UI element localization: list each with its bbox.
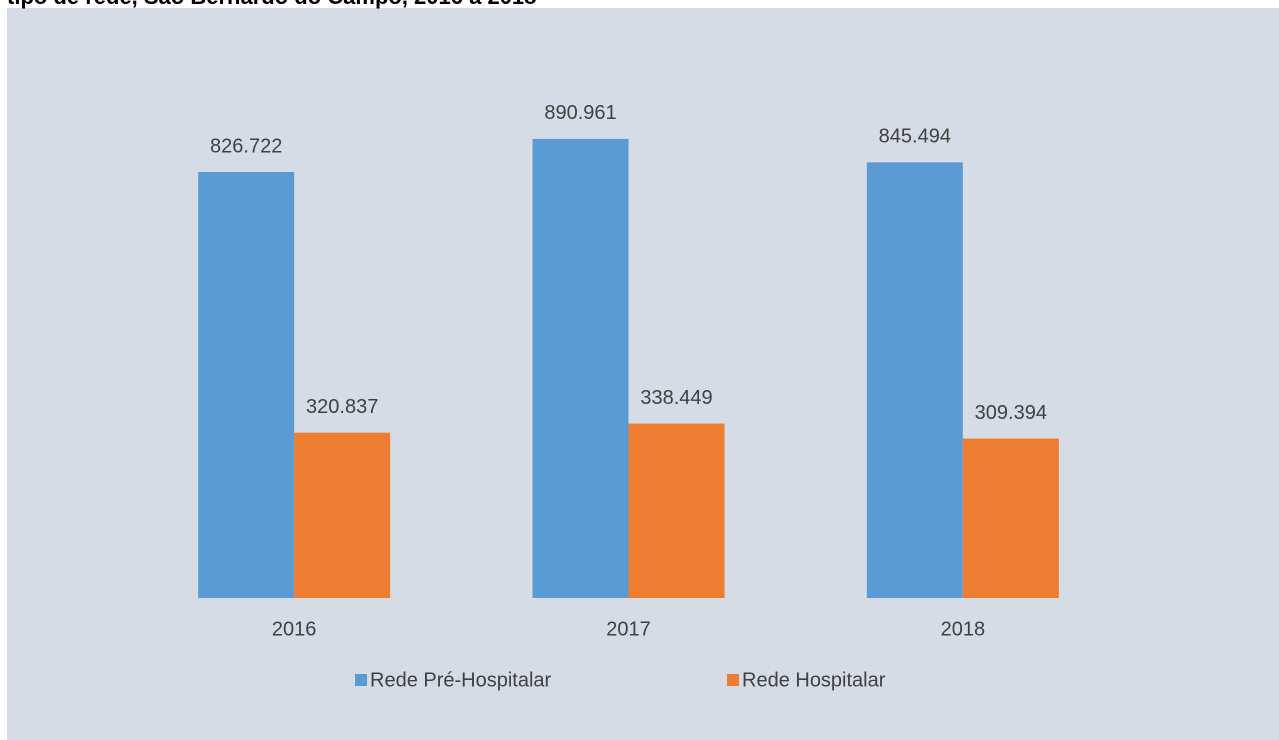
bar	[628, 423, 725, 598]
legend-swatch	[727, 674, 739, 686]
data-label: 309.394	[975, 402, 1047, 424]
legend-label: Rede Hospitalar	[742, 669, 886, 691]
data-label: 845.494	[879, 126, 951, 148]
data-label: 826.722	[210, 135, 282, 157]
data-label: 338.449	[640, 387, 712, 409]
bar	[962, 438, 1059, 598]
legend-label: Rede Pré-Hospitalar	[370, 669, 552, 691]
bar	[866, 162, 963, 598]
bar	[294, 432, 391, 598]
bar	[198, 172, 295, 598]
chart-title: tipo de rede, São Bernardo do Campo, 201…	[7, 0, 536, 9]
legend-swatch	[355, 674, 367, 686]
data-label: 320.837	[306, 396, 378, 418]
bar	[532, 138, 629, 598]
x-tick-label: 2018	[941, 618, 986, 640]
data-label: 890.961	[544, 102, 616, 124]
x-tick-label: 2016	[272, 618, 317, 640]
x-tick-label: 2017	[606, 618, 651, 640]
